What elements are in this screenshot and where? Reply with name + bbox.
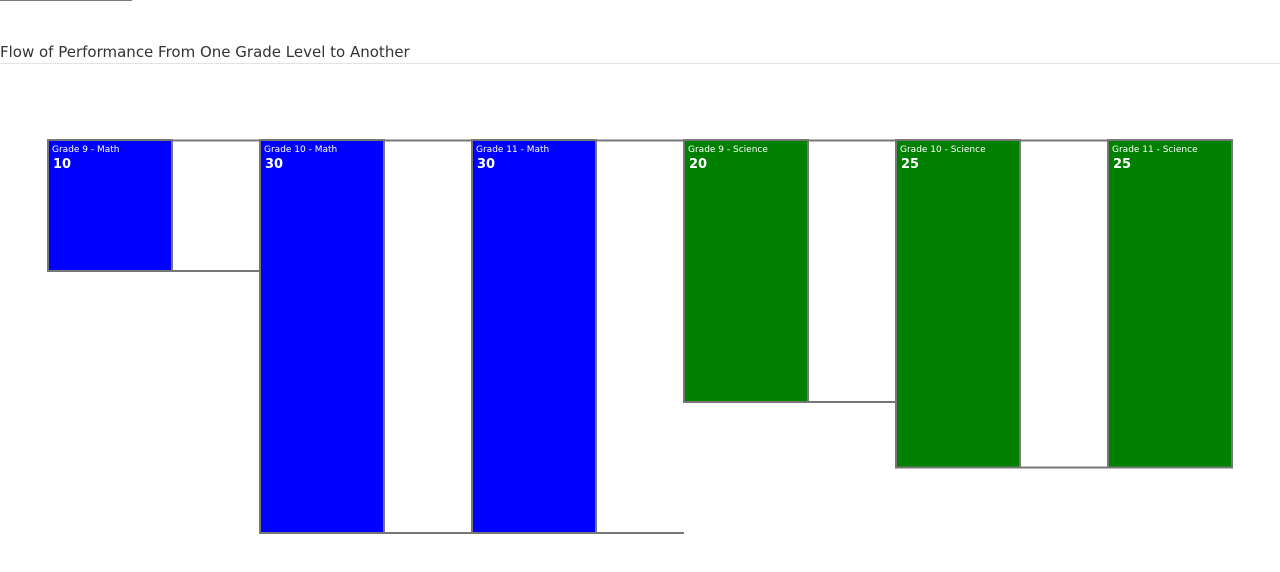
bar-value-label: 25 (901, 157, 919, 172)
bar-group: Grade 11 - Science 25 (1107, 139, 1233, 469)
bar-category-label: Grade 9 - Math (52, 145, 120, 155)
flow-connector (1020, 139, 1108, 469)
bar (683, 139, 809, 403)
bar-group: Grade 9 - Math 10 (47, 139, 173, 272)
bar-value-label: 20 (689, 157, 707, 172)
page-title: Flow of Performance From One Grade Level… (0, 43, 410, 61)
flow-connector (808, 139, 896, 403)
bar-group: Grade 11 - Math 30 (471, 139, 597, 534)
bar-value-label: 25 (1113, 157, 1131, 172)
bar-value-label: 30 (477, 157, 495, 172)
bar-group: Grade 10 - Science 25 (895, 139, 1021, 469)
bar-group: Grade 9 - Science 20 (683, 139, 809, 403)
bar-group: Grade 10 - Math 30 (259, 139, 385, 534)
flow-connector (172, 139, 260, 272)
flow-connector (596, 139, 684, 534)
bar (471, 139, 597, 534)
top-divider (0, 0, 132, 1)
bar-category-label: Grade 11 - Math (476, 145, 549, 155)
bar-value-label: 30 (265, 157, 283, 172)
bar (47, 139, 173, 272)
flow-connector (384, 139, 472, 534)
title-divider (0, 63, 1280, 64)
bar-category-label: Grade 10 - Math (264, 145, 337, 155)
bar (1107, 139, 1233, 469)
bar (895, 139, 1021, 469)
bar-category-label: Grade 10 - Science (900, 145, 986, 155)
bar-value-label: 10 (53, 157, 71, 172)
bar-category-label: Grade 9 - Science (688, 145, 768, 155)
bar-category-label: Grade 11 - Science (1112, 145, 1198, 155)
bar (259, 139, 385, 534)
